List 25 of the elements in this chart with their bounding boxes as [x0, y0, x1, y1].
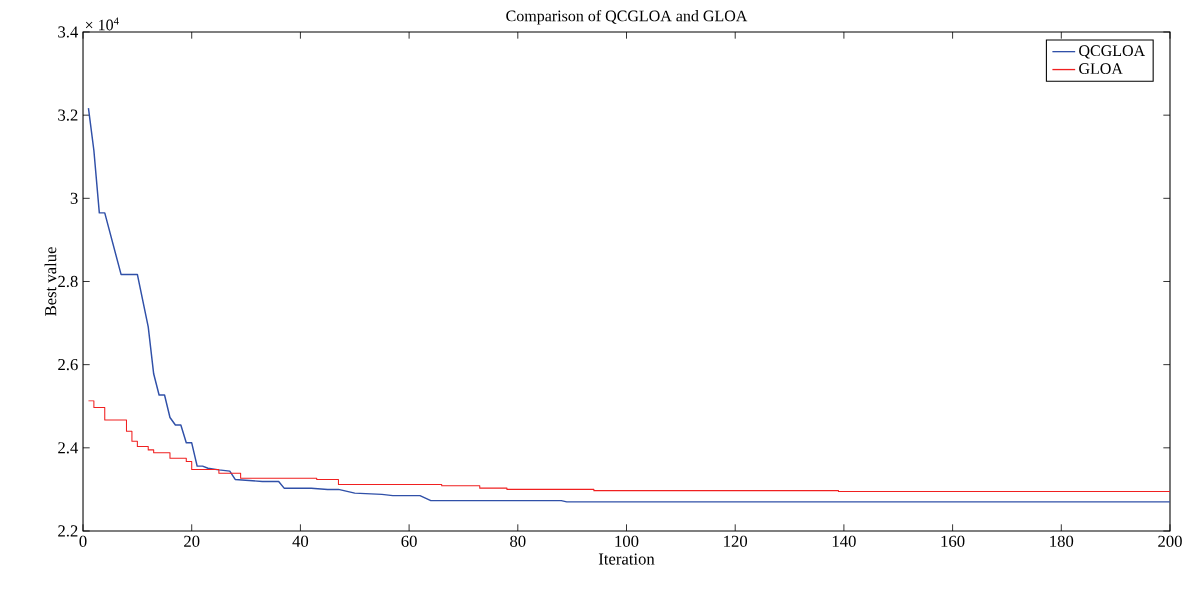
legend-label: GLOA — [1079, 63, 1123, 75]
x-tick-label: 160 — [941, 535, 965, 547]
y-tick-label: 3.4 — [58, 26, 79, 38]
x-tick-label: 0 — [79, 535, 87, 547]
x-tick-label: 80 — [510, 535, 526, 547]
chart-title: Comparison of QCGLOA and GLOA — [506, 9, 748, 25]
y-tick-label: 2.8 — [58, 275, 78, 288]
x-tick-label: 40 — [292, 535, 309, 547]
line-series — [87, 107, 1170, 503]
y-tick-label: 3.2 — [58, 109, 78, 121]
y-tick-label: 3 — [70, 192, 78, 204]
x-tick-label: 140 — [832, 535, 856, 547]
y-axis-title: Best value — [44, 247, 57, 316]
x-tick-label: 60 — [401, 535, 417, 547]
x-tick-label: 20 — [184, 535, 200, 547]
y-tick-label: 2.6 — [58, 359, 78, 371]
y-tick-label: 2.2 — [58, 525, 78, 537]
x-tick-label: 100 — [615, 535, 639, 547]
x-tick-label: 120 — [724, 535, 748, 547]
x-axis-title: Iteration — [598, 553, 655, 565]
y-tick-label: 2.4 — [58, 442, 79, 454]
text: × 10$^{4}$ — [85, 17, 119, 31]
x-tick-label: 200 — [1158, 535, 1182, 547]
x-tick-label: 180 — [1050, 535, 1074, 547]
legend-label: QCGLOA — [1079, 45, 1146, 59]
